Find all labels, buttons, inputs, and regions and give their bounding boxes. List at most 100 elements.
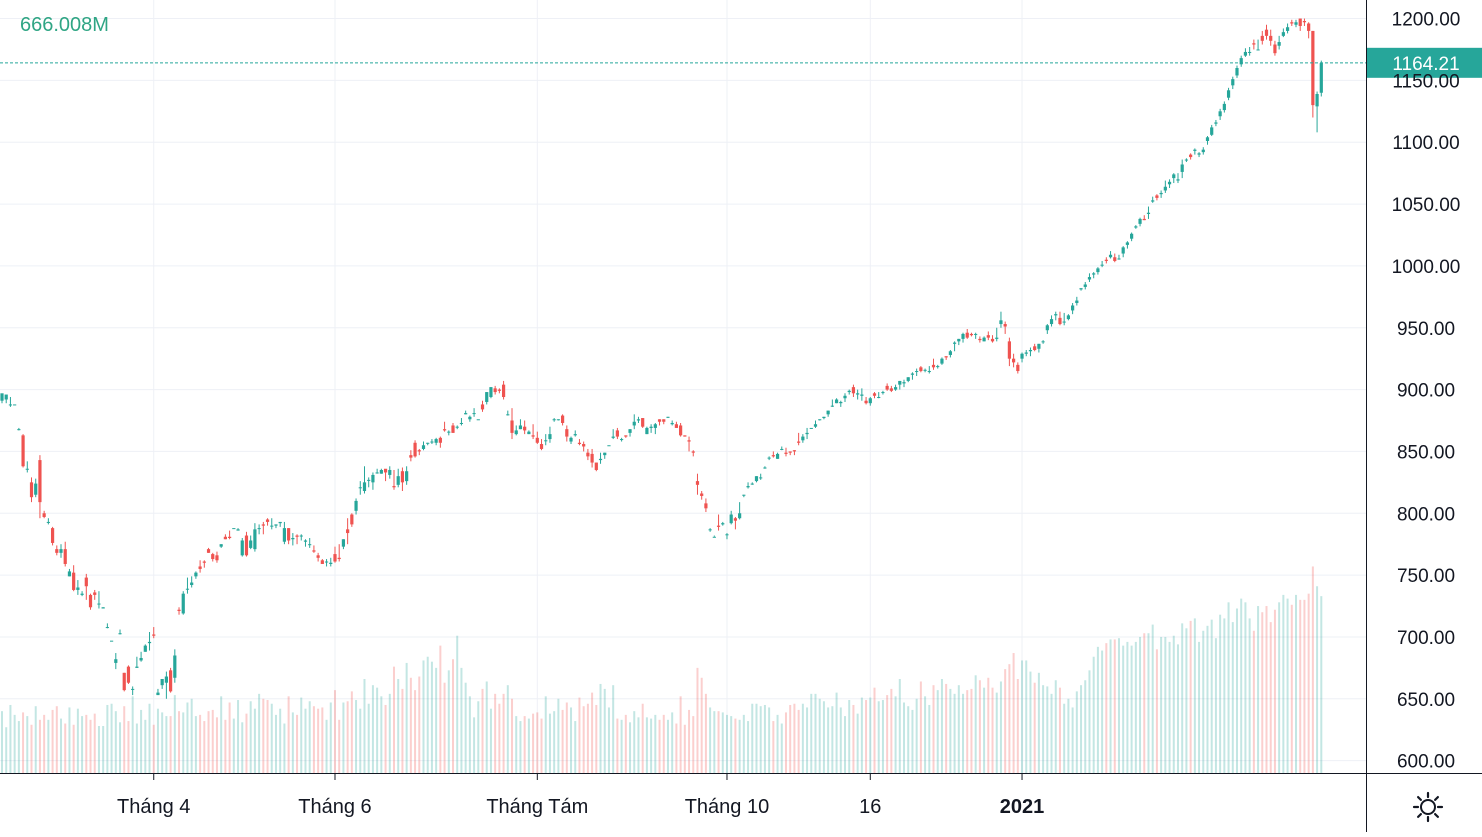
x-tick-label: Tháng 4 — [117, 796, 190, 818]
candle-body — [797, 441, 801, 443]
volume-bar — [270, 703, 273, 773]
candle-body — [1273, 44, 1277, 54]
candle-body — [219, 544, 223, 547]
volume-bar — [1033, 682, 1036, 773]
candle-body — [169, 670, 173, 692]
candle-body — [662, 419, 666, 422]
candle-body — [864, 400, 868, 404]
candle-body — [308, 544, 312, 546]
volume-bar — [1012, 653, 1015, 773]
volume-bar — [565, 702, 568, 773]
candle-body — [438, 437, 442, 443]
volume-bar — [1176, 644, 1179, 773]
candle-body — [1146, 212, 1151, 214]
volume-bar — [747, 721, 750, 773]
volume-bar — [1265, 606, 1268, 773]
volume-bar — [110, 703, 113, 773]
volume-bar — [258, 693, 261, 773]
volume-bar — [928, 704, 931, 773]
volume-bar — [1101, 650, 1104, 773]
candle-body — [1151, 200, 1155, 202]
candle-body — [1269, 35, 1273, 41]
candle-body — [379, 469, 383, 474]
candle-body — [961, 333, 965, 339]
volume-bar — [1214, 638, 1217, 773]
volume-bar — [1181, 623, 1184, 773]
volume-bar — [321, 707, 324, 773]
volume-bar — [1290, 604, 1293, 773]
candle-body — [329, 562, 333, 564]
candle-body — [1176, 179, 1180, 181]
volume-bar — [1273, 609, 1276, 773]
candle-body — [1079, 288, 1083, 290]
candle-body — [375, 472, 379, 474]
candle-body — [957, 338, 961, 342]
volume-bar — [1160, 636, 1163, 773]
volume-bar — [296, 714, 299, 773]
volume-bar — [89, 719, 92, 773]
candle-body — [759, 477, 763, 479]
candle-body — [1163, 186, 1167, 191]
candle-body — [940, 358, 944, 364]
volume-bar — [409, 677, 412, 773]
candle-body — [657, 419, 662, 422]
candle-body — [544, 440, 548, 442]
volume-bar — [755, 703, 758, 773]
candle-body — [190, 582, 194, 586]
candle-body — [1024, 352, 1028, 354]
y-tick-label: 650.00 — [1397, 690, 1455, 711]
candle-body — [818, 419, 822, 421]
volume-bar — [772, 721, 775, 773]
volume-bar — [140, 709, 143, 773]
candle-body — [868, 398, 872, 404]
candle-body — [215, 555, 219, 561]
candle-body — [240, 540, 244, 556]
volume-bar — [557, 698, 560, 773]
candle-body — [851, 387, 856, 394]
volume-bar — [709, 707, 712, 773]
x-tick-label: Tháng 10 — [685, 796, 770, 818]
candle-body — [1092, 273, 1096, 275]
candle-body — [55, 549, 59, 553]
y-tick-label: 800.00 — [1397, 504, 1455, 525]
candle-body — [451, 425, 455, 433]
volume-bar — [1071, 707, 1074, 773]
candle-body — [775, 453, 780, 459]
candle-body — [910, 373, 915, 375]
volume-bar — [215, 717, 218, 773]
volume-bar — [1227, 602, 1230, 773]
y-tick-label: 850.00 — [1397, 442, 1455, 463]
volume-bar — [291, 712, 294, 773]
candle-body — [274, 524, 278, 526]
candle-body — [139, 657, 143, 661]
volume-bar — [637, 717, 640, 773]
volume-bar — [574, 721, 577, 773]
volume-bar — [1088, 670, 1091, 773]
candle-body — [792, 450, 797, 452]
candle-body — [636, 419, 641, 421]
candle-body — [177, 609, 181, 611]
volume-bar — [970, 688, 973, 773]
candle-body — [712, 536, 716, 538]
volume-bar — [38, 719, 41, 773]
candle-body — [400, 471, 405, 483]
candle-body — [535, 437, 539, 443]
volume-bar — [489, 708, 492, 773]
candle-body — [316, 555, 320, 558]
candle-body — [1007, 341, 1011, 359]
candle-body — [1222, 103, 1226, 111]
candle-body — [105, 627, 109, 629]
volume-bar — [932, 685, 935, 773]
volume-bar — [203, 721, 206, 773]
candle-body — [160, 679, 164, 686]
gear-icon[interactable] — [1411, 790, 1445, 824]
candle-body — [341, 539, 346, 547]
candle-body — [510, 420, 514, 433]
volume-bar — [633, 711, 636, 773]
candle-body — [649, 426, 653, 428]
volume-bar — [789, 704, 792, 773]
candle-body — [683, 435, 687, 437]
candle-body — [409, 455, 413, 458]
